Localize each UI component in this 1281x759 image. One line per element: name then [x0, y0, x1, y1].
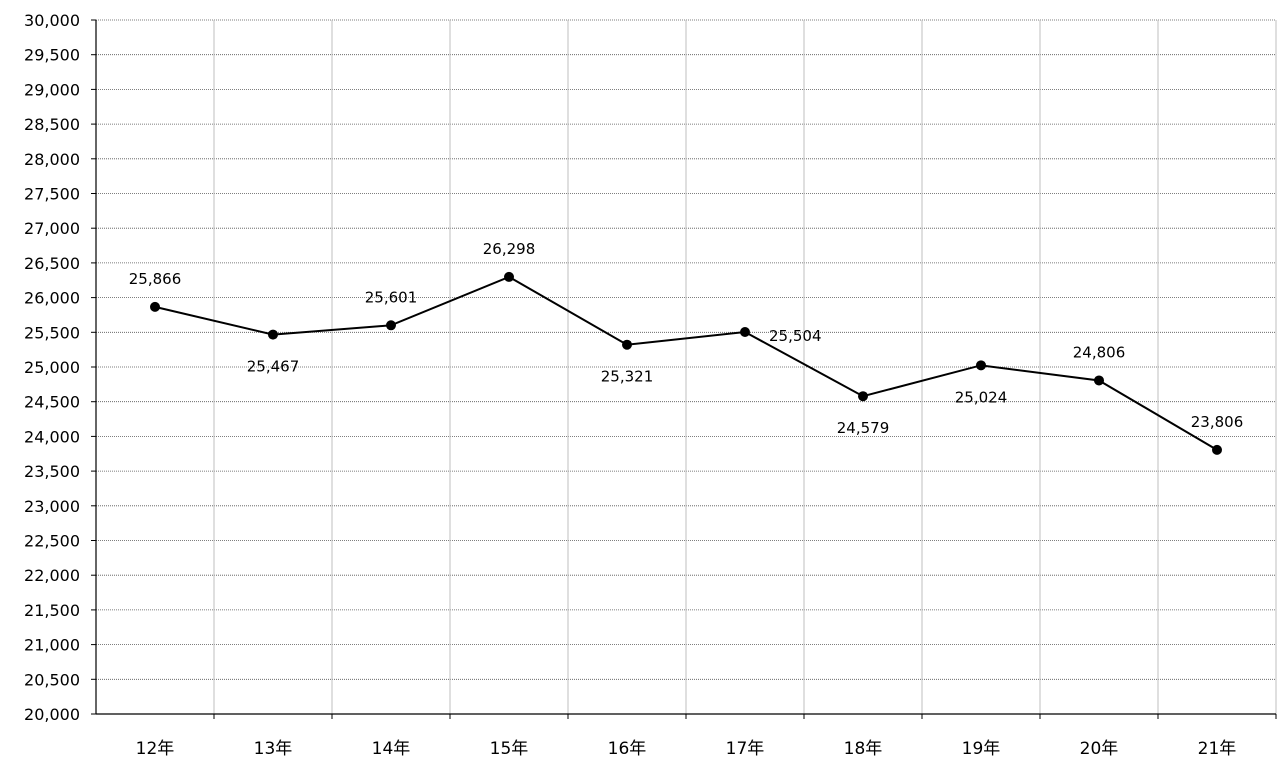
y-tick-label: 27,000	[24, 219, 80, 238]
data-point	[858, 391, 868, 402]
data-point	[740, 327, 750, 338]
series-line	[154, 275, 1218, 451]
x-tick-label: 20年	[1080, 739, 1119, 759]
x-axis-tick-labels: 12年 13年 14年 15年 16年 17年 18年 19年 20年 21年	[136, 739, 1237, 759]
data-point	[1094, 375, 1104, 386]
y-tick-label: 24,500	[24, 393, 80, 412]
x-tick-label: 18年	[844, 739, 883, 759]
y-tick-label: 25,500	[24, 323, 80, 342]
y-tick-label: 23,500	[24, 462, 80, 481]
y-tick-label: 28,000	[24, 150, 80, 169]
y-tick-label: 21,500	[24, 601, 80, 620]
data-label: 24,806	[1073, 343, 1126, 361]
data-labels: 25,866 25,467 25,601 26,298 25,321 25,504 24,5…	[129, 240, 1244, 437]
data-label: 25,601	[365, 288, 418, 306]
y-tick-label: 23,000	[24, 497, 80, 516]
series-layer	[150, 271, 1222, 455]
x-tick-label: 15年	[490, 739, 529, 759]
y-tick-label: 27,500	[24, 185, 80, 204]
data-label: 25,024	[955, 388, 1008, 406]
x-tick-label: 13年	[254, 739, 293, 759]
y-tick-label: 30,000	[24, 11, 80, 30]
x-tick-label: 21年	[1198, 739, 1237, 759]
y-tick-label: 28,500	[24, 115, 80, 134]
y-tick-label: 22,000	[24, 566, 80, 585]
y-tick-label: 26,000	[24, 289, 80, 308]
data-label: 26,298	[483, 240, 536, 258]
data-label: 25,467	[247, 358, 300, 376]
vertical-gridlines	[213, 20, 1277, 714]
data-label: 25,866	[129, 270, 182, 288]
x-tick-label: 19年	[962, 739, 1001, 759]
y-tick-label: 22,500	[24, 532, 80, 551]
data-label: 25,504	[769, 327, 822, 345]
data-label: 24,579	[837, 419, 890, 437]
x-tick-label: 14年	[372, 739, 411, 759]
data-point	[504, 271, 514, 282]
data-label: 23,806	[1191, 413, 1244, 431]
x-tick-label: 12年	[136, 739, 175, 759]
y-axis-tick-labels: 20,000 20,500 21,000 21,500 22,000 22,500 23,0…	[24, 11, 80, 724]
axes	[91, 19, 1277, 719]
data-point	[1212, 444, 1222, 455]
y-tick-label: 29,000	[24, 80, 80, 99]
data-point	[150, 301, 160, 312]
data-point	[386, 320, 396, 331]
x-tick-label: 17年	[726, 739, 765, 759]
y-tick-label: 24,000	[24, 427, 80, 446]
data-point	[976, 360, 986, 371]
x-tick-label: 16年	[608, 739, 647, 759]
y-tick-label: 26,500	[24, 254, 80, 273]
y-tick-label: 25,000	[24, 358, 80, 377]
data-point	[622, 339, 632, 350]
y-tick-label: 20,000	[24, 705, 80, 724]
y-tick-label: 20,500	[24, 670, 80, 689]
y-tick-label: 21,000	[24, 636, 80, 655]
data-point	[268, 329, 278, 340]
data-label: 25,321	[601, 368, 654, 386]
y-tick-label: 29,500	[24, 46, 80, 65]
